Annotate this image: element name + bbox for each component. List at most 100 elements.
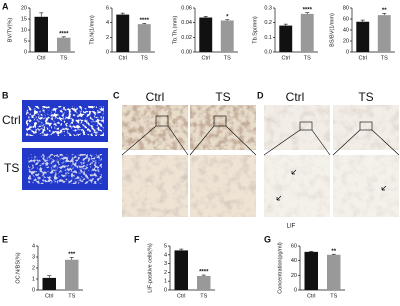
bar	[327, 254, 341, 290]
y-axis-label: BS/BV(1/mm)	[329, 13, 335, 47]
bar	[137, 24, 151, 52]
column-label: TS	[358, 90, 373, 104]
ct-bone	[28, 154, 102, 184]
panel-label: B	[2, 90, 9, 100]
zoom-line	[263, 129, 400, 156]
y-axis-label: OC.N/BS(%)	[15, 252, 21, 283]
x-tick-label: Ctrl	[281, 55, 290, 61]
panel-label: D	[257, 90, 264, 100]
panel-label: E	[2, 234, 8, 244]
panel-label: G	[264, 234, 271, 244]
y-tick-label: 0.0	[264, 49, 272, 55]
bar	[300, 13, 314, 52]
zoom-line	[121, 125, 257, 156]
y-axis-label: Tb.Sp(mm)	[252, 16, 258, 44]
image-texture	[190, 105, 256, 150]
zoom-box	[359, 121, 373, 131]
x-tick-label: Ctrl	[118, 55, 127, 61]
y-tick-label: 0	[164, 287, 167, 293]
significance: **	[382, 8, 387, 14]
column-label: Ctrl	[286, 90, 305, 104]
bar	[377, 15, 391, 52]
y-tick-label: 2	[164, 270, 167, 276]
histology-panel: Ctrl TS	[121, 90, 257, 217]
row-label: Ctrl	[2, 113, 21, 127]
y-tick-label: 15	[21, 16, 27, 22]
bar	[116, 14, 130, 53]
image-texture	[333, 105, 399, 150]
y-axis-label: Tb.Th.(mm)	[172, 15, 178, 44]
y-tick-label: 4	[32, 243, 35, 249]
y-tick-label: 0.04	[181, 20, 192, 26]
y-tick-label: 40	[291, 258, 297, 264]
bar	[220, 20, 234, 52]
y-tick-label: 0.3	[264, 5, 272, 11]
arrow	[276, 169, 387, 201]
y-axis-label: Tb.N(1/mm)	[89, 15, 95, 45]
bar	[199, 17, 213, 52]
bar	[356, 21, 370, 52]
x-tick-label: Ctrl	[307, 293, 316, 299]
y-tick-label: 60	[343, 16, 349, 22]
y-tick-label: 5	[164, 243, 167, 249]
y-tick-label: 1	[164, 279, 167, 285]
column-label: Ctrl	[146, 90, 165, 104]
y-tick-label: 80	[343, 5, 349, 11]
zoom-box	[299, 121, 313, 131]
image-texture	[264, 105, 330, 150]
y-tick-label: 0	[24, 49, 27, 55]
y-tick-label: 0.1	[264, 35, 272, 41]
y-axis-label: LIF-positive cells(%)	[147, 243, 153, 293]
y-tick-label: 10	[21, 27, 27, 33]
panel-label: A	[2, 1, 9, 11]
y-tick-label: 20	[291, 273, 297, 279]
y-tick-label: 0	[346, 49, 349, 55]
y-tick-label: 20	[343, 38, 349, 44]
y-tick-label: 20	[21, 5, 27, 11]
panel-label: F	[134, 234, 140, 244]
bar	[42, 277, 56, 290]
x-tick-label: TS	[60, 55, 67, 61]
significance: ****	[303, 7, 313, 13]
x-tick-label: Ctrl	[37, 55, 46, 61]
x-tick-label: TS	[381, 55, 388, 61]
x-tick-label: Ctrl	[177, 293, 186, 299]
y-tick-label: 40	[343, 27, 349, 33]
image-texture	[122, 155, 188, 217]
x-tick-label: TS	[304, 55, 311, 61]
significance: *	[226, 14, 229, 20]
bar	[57, 37, 71, 52]
y-tick-label: 4	[106, 20, 109, 26]
row-label: TS	[4, 161, 19, 175]
y-tick-label: 60	[291, 243, 297, 249]
significance: ****	[199, 270, 209, 276]
zoom-box	[155, 115, 169, 127]
bar	[174, 250, 188, 290]
significance: ****	[59, 31, 69, 37]
micro-ct-panel: Ctrl TS	[2, 100, 108, 190]
significance: **	[331, 249, 336, 255]
significance: ****	[140, 18, 150, 24]
y-tick-label: 2	[106, 35, 109, 41]
bar	[34, 16, 48, 52]
image-texture	[190, 155, 256, 217]
panel-label: C	[113, 90, 120, 100]
y-tick-label: 2	[32, 265, 35, 271]
image-texture	[333, 155, 399, 217]
x-tick-label: TS	[141, 55, 148, 61]
y-tick-label: 0.02	[181, 35, 192, 41]
caption: LIF	[287, 224, 296, 230]
x-tick-label: TS	[330, 293, 337, 299]
y-tick-label: 0.00	[181, 49, 192, 55]
bar	[197, 275, 211, 290]
y-tick-label: 3	[32, 254, 35, 260]
x-tick-label: Ctrl	[358, 55, 367, 61]
x-tick-label: TS	[68, 293, 75, 299]
image-texture	[264, 155, 330, 217]
y-tick-label: 1	[32, 276, 35, 282]
x-tick-label: TS	[200, 293, 207, 299]
y-axis-label: Concentration(pg/ml)	[277, 242, 283, 294]
y-tick-label: 4	[164, 252, 167, 258]
